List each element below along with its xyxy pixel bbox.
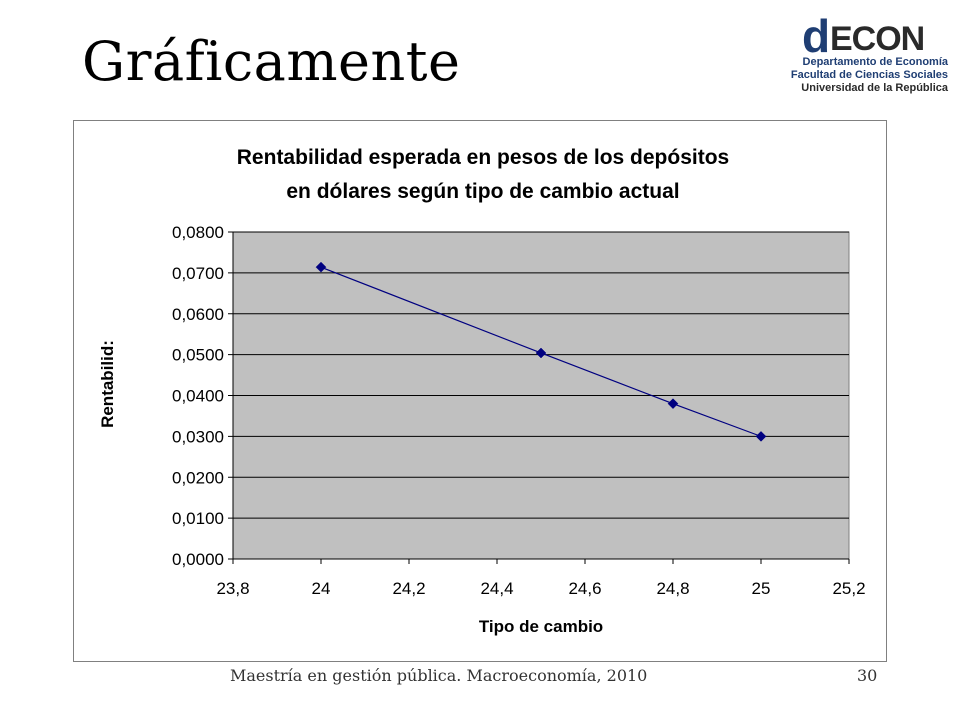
data-point [315, 261, 327, 273]
y-tick-label: 0,0200 [172, 468, 224, 487]
decon-logo-mark: d ECON [802, 12, 925, 56]
x-tick-label: 24,6 [568, 579, 601, 598]
axes [228, 231, 850, 564]
svg-text:d: d [802, 12, 830, 56]
y-tick-label: 0,0300 [172, 427, 224, 446]
y-tick-label: 0,0800 [172, 223, 224, 242]
series-line [320, 266, 762, 437]
y-tick-label: 0,0700 [172, 264, 224, 283]
y-tick-labels: 0,0000 0,0100 0,0200 0,0300 0,0400 0,0500 0,06… [172, 223, 224, 569]
chart: Rentabilidad esperada en pesos de los de… [98, 146, 866, 636]
data-point [755, 431, 767, 442]
svg-text:ECON: ECON [830, 20, 924, 56]
logo-university: Universidad de la República [801, 82, 948, 94]
chart-frame: Rentabilidad esperada en pesos de los de… [73, 120, 887, 662]
y-tick-label: 0,0100 [172, 509, 224, 528]
x-tick-label: 24,8 [656, 579, 689, 598]
x-tick-label: 24 [312, 579, 331, 598]
footer-text: Maestría en gestión pública. Macroeconom… [230, 666, 648, 685]
y-axis-label: Rentabilid: [98, 340, 117, 428]
x-tick-label: 23,8 [216, 579, 249, 598]
x-axis-label: Tipo de cambio [479, 617, 603, 636]
y-tick-label: 0,0400 [172, 387, 224, 406]
x-tick-labels: 23,8 24 24,2 24,4 24,6 24,8 25 25,2 [216, 579, 865, 598]
data-point [667, 398, 679, 410]
decon-logo: d ECON Departamento de Economía Facultad… [791, 12, 950, 94]
chart-title-line-2: en dólares según tipo de cambio actual [286, 180, 679, 203]
x-tick-label: 24,4 [480, 579, 513, 598]
chart-title-line-1: Rentabilidad esperada en pesos de los de… [237, 146, 729, 169]
y-tick-label: 0,0600 [172, 305, 224, 324]
x-tick-label: 25,2 [832, 579, 865, 598]
slide-title: Gráficamente [82, 30, 461, 93]
x-tick-label: 24,2 [392, 579, 425, 598]
logo-faculty: Facultad de Ciencias Sociales [790, 69, 948, 81]
x-tick-label: 25 [752, 579, 771, 598]
series-layer [315, 261, 767, 442]
logo-department: Departamento de Economía [802, 56, 948, 68]
y-tick-label: 0,0000 [172, 550, 224, 569]
y-tick-label: 0,0500 [172, 346, 224, 365]
page-number: 30 [857, 666, 878, 685]
data-point [535, 347, 547, 359]
